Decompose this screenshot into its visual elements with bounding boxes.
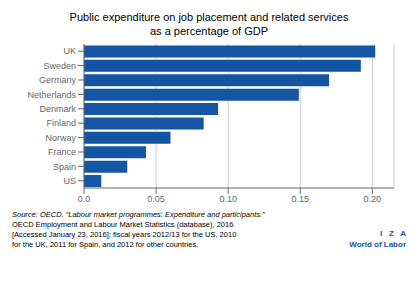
svg-text:Sweden: Sweden	[43, 61, 76, 71]
svg-text:Netherlands: Netherlands	[27, 90, 76, 100]
svg-text:UK: UK	[63, 46, 76, 56]
svg-text:Norway: Norway	[45, 133, 76, 143]
html-text:for the UK, 2011 for Spain, an: for the UK, 2011 for Spain, and 2012 for…	[12, 240, 199, 249]
html-text:World of Labor: World of Labor	[349, 240, 406, 249]
svg-text:0.20: 0.20	[364, 194, 382, 204]
html-text:I Z A: I Z A	[380, 229, 406, 238]
svg-text:Finland: Finland	[46, 118, 76, 128]
svg-text:0.15: 0.15	[292, 194, 310, 204]
svg-text:US: US	[63, 176, 76, 186]
html-text:Public expenditure on job plac: Public expenditure on job placement and …	[69, 11, 349, 37]
svg-text:0.0: 0.0	[78, 194, 91, 204]
svg-text:Denmark: Denmark	[39, 104, 76, 114]
svg-text:Germany: Germany	[39, 75, 77, 85]
html-text:OECD Employment and Labour Mar: OECD Employment and Labour Market Statis…	[12, 220, 234, 229]
html-text:Source: OECD. “Labour market p: Source: OECD. “Labour market programmes:…	[12, 210, 265, 219]
svg-text:Spain: Spain	[53, 162, 76, 172]
svg-text:France: France	[48, 147, 76, 157]
svg-text:0.05: 0.05	[147, 194, 165, 204]
svg-text:0.10: 0.10	[219, 194, 237, 204]
html-text:[Accessed January 23, 2016]; f: [Accessed January 23, 2016]; fiscal year…	[12, 230, 237, 239]
